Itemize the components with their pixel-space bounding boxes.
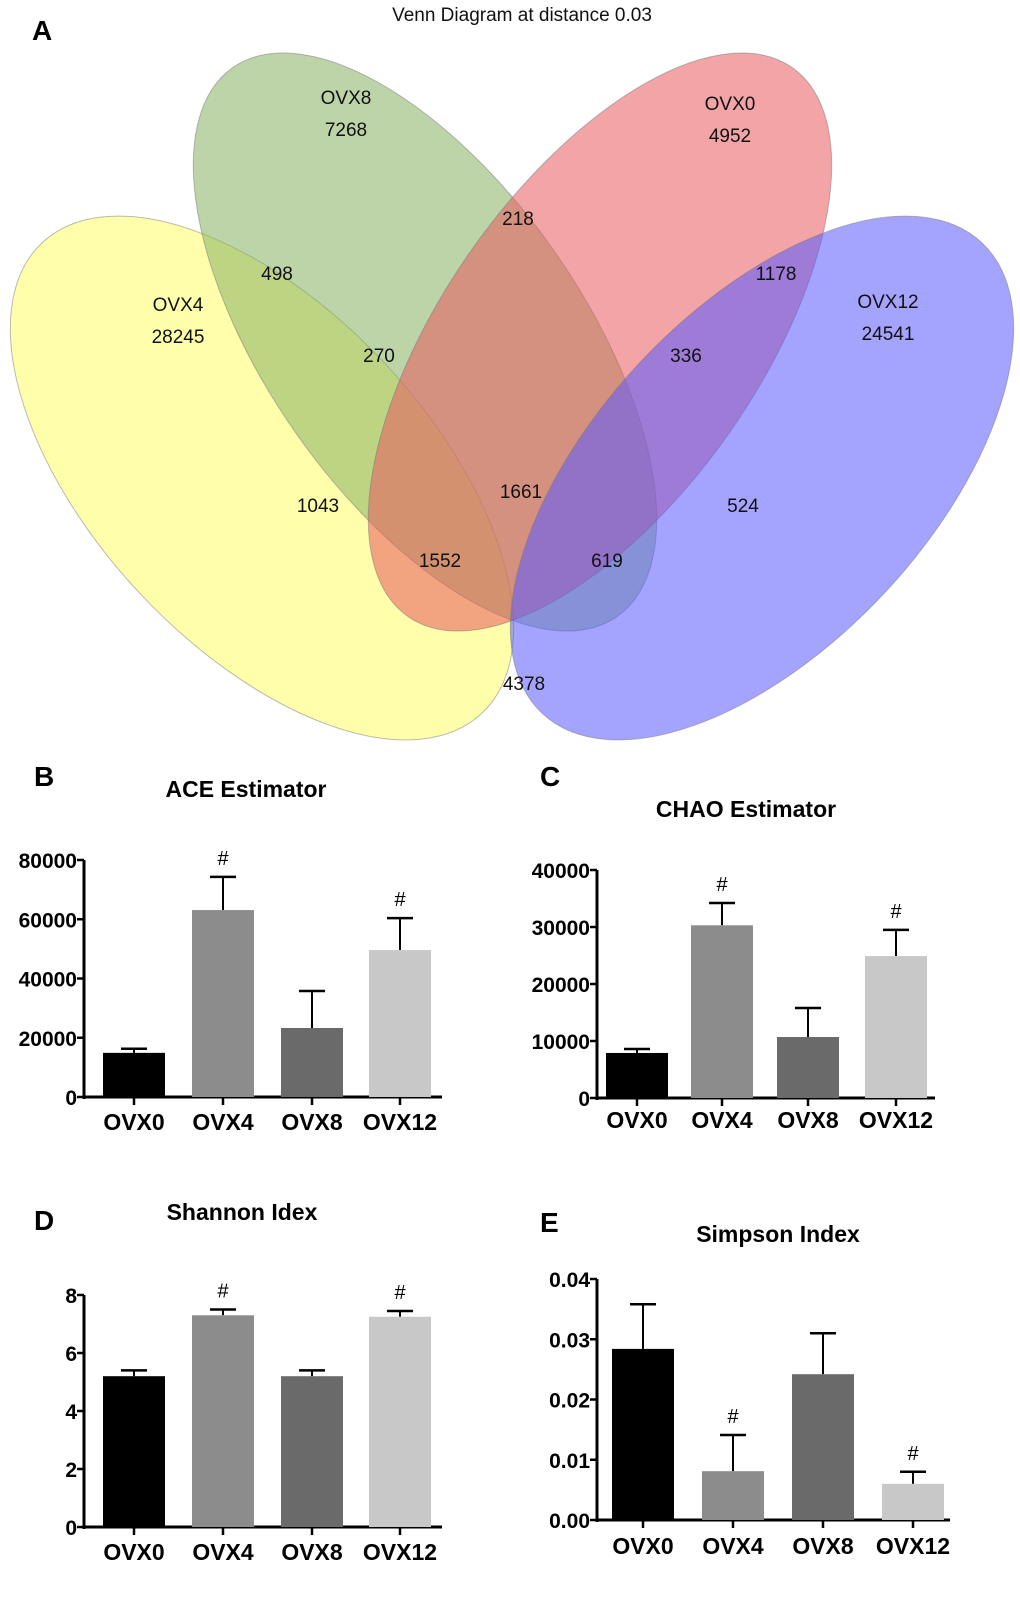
venn-set-count: 7268 bbox=[325, 120, 367, 141]
bar-ovx0 bbox=[103, 1052, 165, 1097]
y-tick-label: 2 bbox=[65, 1459, 77, 1482]
venn-region-count: 1552 bbox=[419, 551, 461, 572]
venn-set-count: 4952 bbox=[709, 126, 751, 147]
chart-title: Simpson Index bbox=[696, 1221, 860, 1247]
venn-set-name: OVX0 bbox=[705, 94, 756, 115]
bar-ovx8 bbox=[792, 1374, 854, 1520]
significance-mark: # bbox=[890, 901, 902, 923]
y-tick-label: 10000 bbox=[532, 1031, 590, 1054]
y-tick-label: 0 bbox=[65, 1517, 77, 1540]
x-tick-label: OVX4 bbox=[702, 1533, 764, 1559]
venn-region-count: 1043 bbox=[297, 496, 339, 517]
y-tick-label: 0.02 bbox=[549, 1390, 590, 1413]
y-tick-label: 80000 bbox=[19, 850, 77, 873]
significance-mark: # bbox=[727, 1406, 739, 1428]
venn-set-count: 24541 bbox=[862, 324, 915, 345]
x-tick-label: OVX0 bbox=[612, 1533, 673, 1559]
venn-title: Venn Diagram at distance 0.03 bbox=[392, 5, 652, 26]
bar-ovx4 bbox=[702, 1471, 764, 1520]
significance-mark: # bbox=[907, 1443, 919, 1465]
venn-region-count: 336 bbox=[670, 346, 702, 367]
chart-title: CHAO Estimator bbox=[656, 796, 836, 822]
y-tick-label: 8 bbox=[65, 1285, 77, 1308]
y-tick-label: 0.00 bbox=[549, 1510, 590, 1533]
y-tick-label: 4 bbox=[65, 1401, 77, 1424]
y-tick-label: 60000 bbox=[19, 909, 77, 932]
x-tick-label: OVX8 bbox=[281, 1109, 343, 1135]
x-tick-label: OVX0 bbox=[103, 1109, 164, 1135]
significance-mark: # bbox=[217, 848, 229, 870]
bar-ovx8 bbox=[281, 1027, 343, 1097]
y-tick-label: 40000 bbox=[19, 969, 77, 992]
venn-set-name: OVX4 bbox=[153, 295, 204, 316]
venn-set-count: 28245 bbox=[152, 327, 205, 348]
x-tick-label: OVX12 bbox=[363, 1109, 437, 1135]
significance-mark: # bbox=[394, 889, 406, 911]
panel-label: B bbox=[34, 761, 54, 792]
y-tick-label: 0 bbox=[578, 1088, 590, 1111]
panel-label-a: A bbox=[32, 15, 52, 46]
significance-mark: # bbox=[394, 1282, 406, 1304]
bar-ovx4 bbox=[192, 1315, 254, 1527]
venn-set-ovx12 bbox=[509, 215, 1015, 741]
venn-set-name: OVX8 bbox=[321, 88, 372, 109]
bar-ovx12 bbox=[369, 950, 431, 1097]
bar-ovx4 bbox=[691, 925, 753, 1098]
panel-label: D bbox=[34, 1205, 54, 1236]
y-tick-label: 0.04 bbox=[549, 1269, 590, 1292]
chart-title: Shannon Idex bbox=[167, 1199, 318, 1225]
chart-d: D Shannon Idex 0 2 4 6 8 OVX0 # OVX4 OVX8 # OVX12 bbox=[34, 1199, 442, 1565]
x-tick-label: OVX8 bbox=[792, 1533, 854, 1559]
x-tick-label: OVX4 bbox=[691, 1107, 753, 1133]
y-tick-label: 0 bbox=[65, 1087, 77, 1110]
y-tick-label: 40000 bbox=[532, 860, 590, 883]
chart-e: E Simpson Index 0.00 0.01 0.02 0.03 0.04 OVX0 # O… bbox=[540, 1207, 950, 1559]
bar-charts: B ACE Estimator 0 20000 40000 60000 80000 OVX0 #… bbox=[19, 761, 950, 1565]
venn-region-count: 498 bbox=[261, 264, 293, 285]
significance-mark: # bbox=[716, 874, 728, 896]
venn-panel: A Venn Diagram at distance 0.03 OVX4 2824… bbox=[9, 5, 1015, 741]
venn-region-count: 270 bbox=[363, 346, 395, 367]
chart-title: ACE Estimator bbox=[165, 776, 326, 802]
bar-ovx12 bbox=[369, 1316, 431, 1527]
venn-ellipses bbox=[9, 52, 1015, 741]
chart-b: B ACE Estimator 0 20000 40000 60000 80000 OVX0 #… bbox=[19, 761, 442, 1135]
bar-ovx4 bbox=[192, 910, 254, 1097]
x-tick-label: OVX4 bbox=[192, 1109, 254, 1135]
panel-label: C bbox=[540, 761, 560, 792]
x-tick-label: OVX12 bbox=[876, 1533, 950, 1559]
significance-mark: # bbox=[217, 1281, 229, 1303]
y-tick-label: 20000 bbox=[19, 1028, 77, 1051]
panel-label: E bbox=[540, 1207, 559, 1238]
venn-set-name: OVX12 bbox=[857, 292, 918, 313]
venn-region-count: 1661 bbox=[500, 482, 542, 503]
venn-region-count: 619 bbox=[591, 551, 623, 572]
y-tick-label: 0.03 bbox=[549, 1329, 590, 1352]
x-tick-label: OVX12 bbox=[859, 1107, 933, 1133]
venn-region-count: 524 bbox=[727, 496, 759, 517]
bar-ovx12 bbox=[865, 956, 927, 1098]
x-tick-label: OVX4 bbox=[192, 1539, 254, 1565]
x-tick-label: OVX12 bbox=[363, 1539, 437, 1565]
bar-ovx0 bbox=[103, 1376, 165, 1527]
x-tick-label: OVX8 bbox=[777, 1107, 839, 1133]
y-tick-label: 6 bbox=[65, 1343, 77, 1366]
venn-region-count: 218 bbox=[502, 209, 534, 230]
bar-ovx8 bbox=[777, 1037, 839, 1098]
bar-ovx0 bbox=[612, 1348, 674, 1520]
x-tick-label: OVX8 bbox=[281, 1539, 343, 1565]
y-tick-label: 20000 bbox=[532, 974, 590, 997]
x-tick-label: OVX0 bbox=[103, 1539, 164, 1565]
bar-ovx8 bbox=[281, 1376, 343, 1527]
bar-ovx0 bbox=[606, 1052, 668, 1098]
venn-labels: OVX4 28245 OVX8 7268 OVX0 4952 OVX12 24541 218 49… bbox=[152, 88, 919, 695]
y-tick-label: 0.01 bbox=[549, 1450, 590, 1473]
x-tick-label: OVX0 bbox=[606, 1107, 667, 1133]
venn-region-count: 4378 bbox=[503, 674, 545, 695]
bar-ovx12 bbox=[882, 1483, 944, 1520]
y-tick-label: 30000 bbox=[532, 917, 590, 940]
chart-c: C CHAO Estimator 0 10000 20000 30000 40000 OVX0… bbox=[532, 761, 935, 1133]
venn-region-count: 1178 bbox=[756, 264, 797, 285]
